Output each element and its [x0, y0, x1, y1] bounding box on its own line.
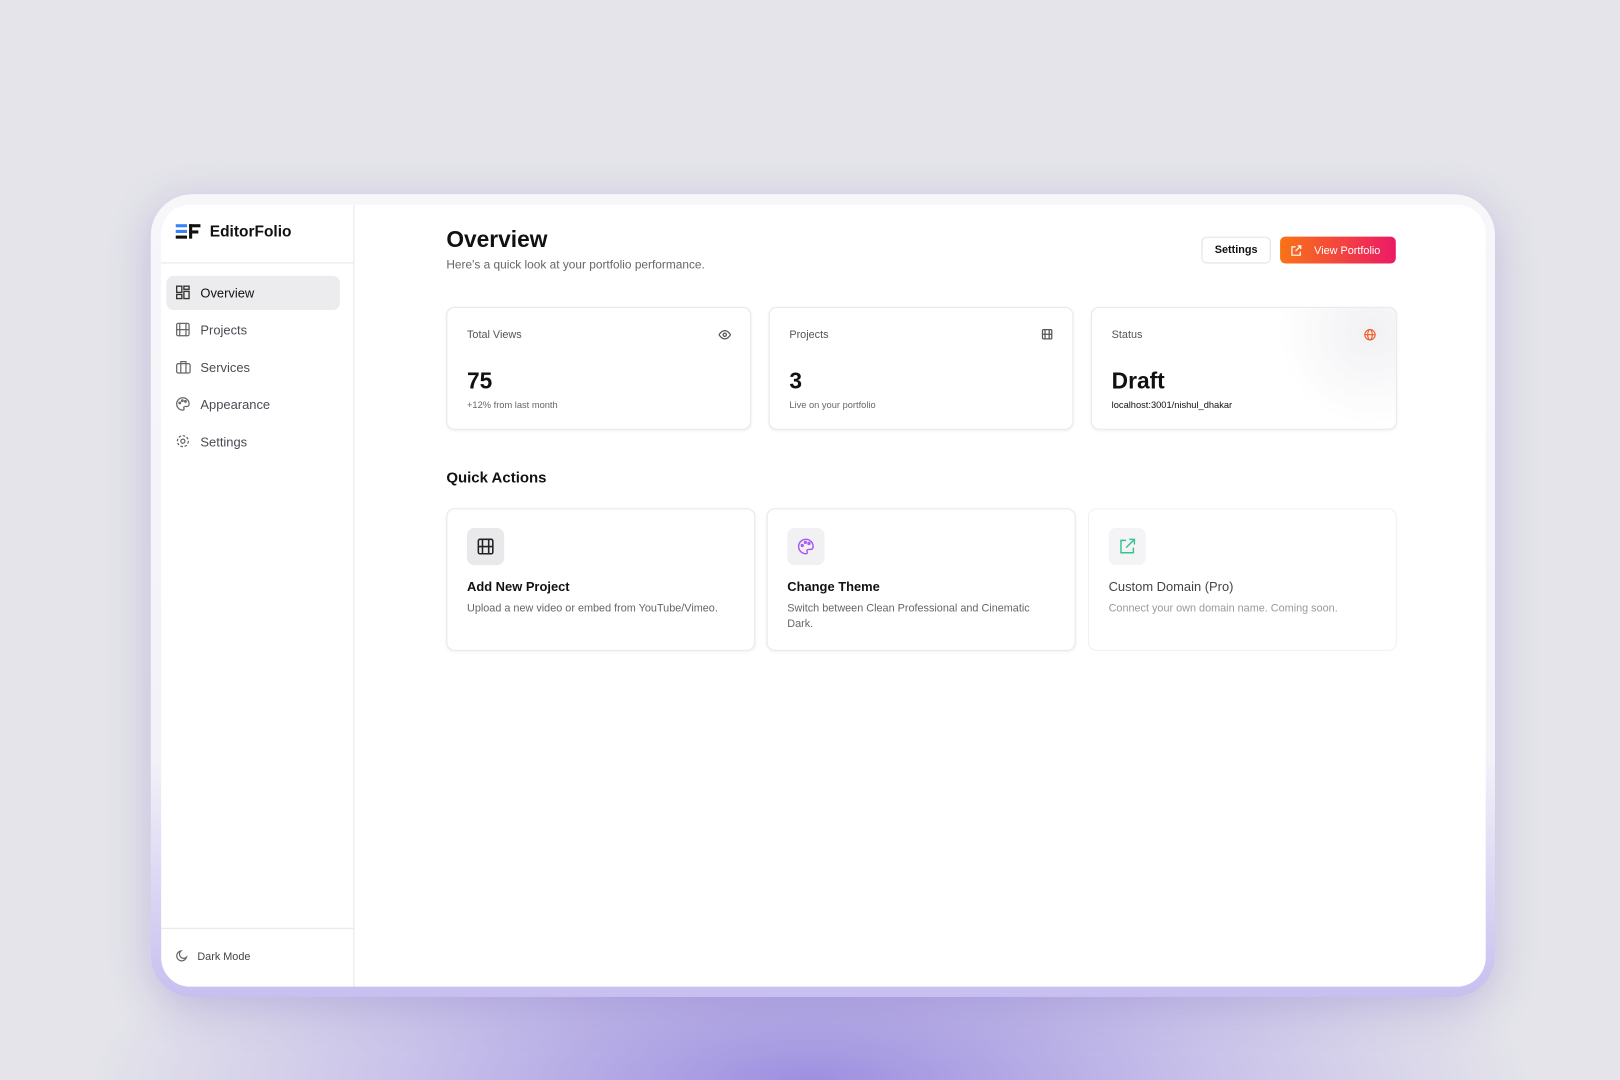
page-subtitle: Here's a quick look at your portfolio pe…: [446, 259, 705, 272]
nav-item[interactable]: Projects: [166, 313, 340, 347]
nav-item[interactable]: Settings: [166, 425, 340, 459]
action-title: Custom Domain (Pro): [1108, 579, 1234, 595]
stat-value: 3: [789, 367, 802, 394]
settings-button[interactable]: Settings: [1201, 236, 1271, 264]
action-description: Switch between Clean Professional and Ci…: [787, 602, 1030, 631]
dark-mode-toggle[interactable]: Dark Mode: [197, 950, 251, 963]
section-title: Quick Actions: [446, 470, 547, 487]
nav-label: Overview: [200, 286, 255, 301]
icon-box: [466, 527, 505, 566]
action-card: Custom Domain (Pro) Connect your own dom…: [1087, 508, 1397, 651]
moon-icon: [176, 950, 188, 962]
button-label: View Portfolio: [1314, 244, 1381, 258]
action-title: Change Theme: [787, 579, 880, 595]
stat-note: localhost:3001/nishul_dhakar: [1111, 399, 1233, 411]
stat-label: Status: [1111, 328, 1143, 341]
nav-label: Settings: [200, 434, 248, 450]
stat-label: Total Views: [466, 328, 522, 341]
stat-value: 75: [466, 367, 493, 394]
divider: [161, 262, 354, 264]
action-card[interactable]: Change Theme Switch between Clean Profes…: [766, 508, 1076, 651]
nav-item[interactable]: Overview: [166, 275, 340, 310]
sidebar: EditorFolio Overview Projects Services A…: [161, 204, 355, 987]
stat-card: Status Draft localhost:3001/nishul_dhaka…: [1091, 306, 1397, 430]
view-portfolio-button[interactable]: View Portfolio: [1280, 236, 1396, 264]
action-description: Connect your own domain name. Coming soo…: [1108, 602, 1338, 615]
divider: [161, 927, 354, 929]
action-title: Add New Project: [466, 579, 570, 595]
page-title: Overview: [446, 226, 548, 253]
nav-item[interactable]: Appearance: [166, 387, 340, 421]
stat-note: Live on your portfolio: [789, 399, 876, 411]
action-description: Upload a new video or embed from YouTube…: [466, 602, 718, 615]
icon-box: [787, 527, 825, 566]
stat-value: Draft: [1111, 367, 1165, 394]
stat-card: Projects 3 Live on your portfolio: [768, 306, 1074, 430]
stat-label: Projects: [789, 328, 829, 341]
stat-note: +12% from last month: [466, 399, 558, 411]
icon-box: [1108, 527, 1146, 566]
logo: [175, 224, 201, 239]
nav-label: Projects: [200, 323, 248, 338]
nav-label: Services: [200, 360, 250, 376]
action-card[interactable]: Add New Project Upload a new video or em…: [446, 508, 756, 651]
nav-label: Appearance: [200, 397, 271, 413]
stat-card: Total Views 75 +12% from last month: [446, 306, 752, 430]
nav-item[interactable]: Services: [166, 350, 340, 384]
brand: EditorFolio: [209, 223, 292, 241]
